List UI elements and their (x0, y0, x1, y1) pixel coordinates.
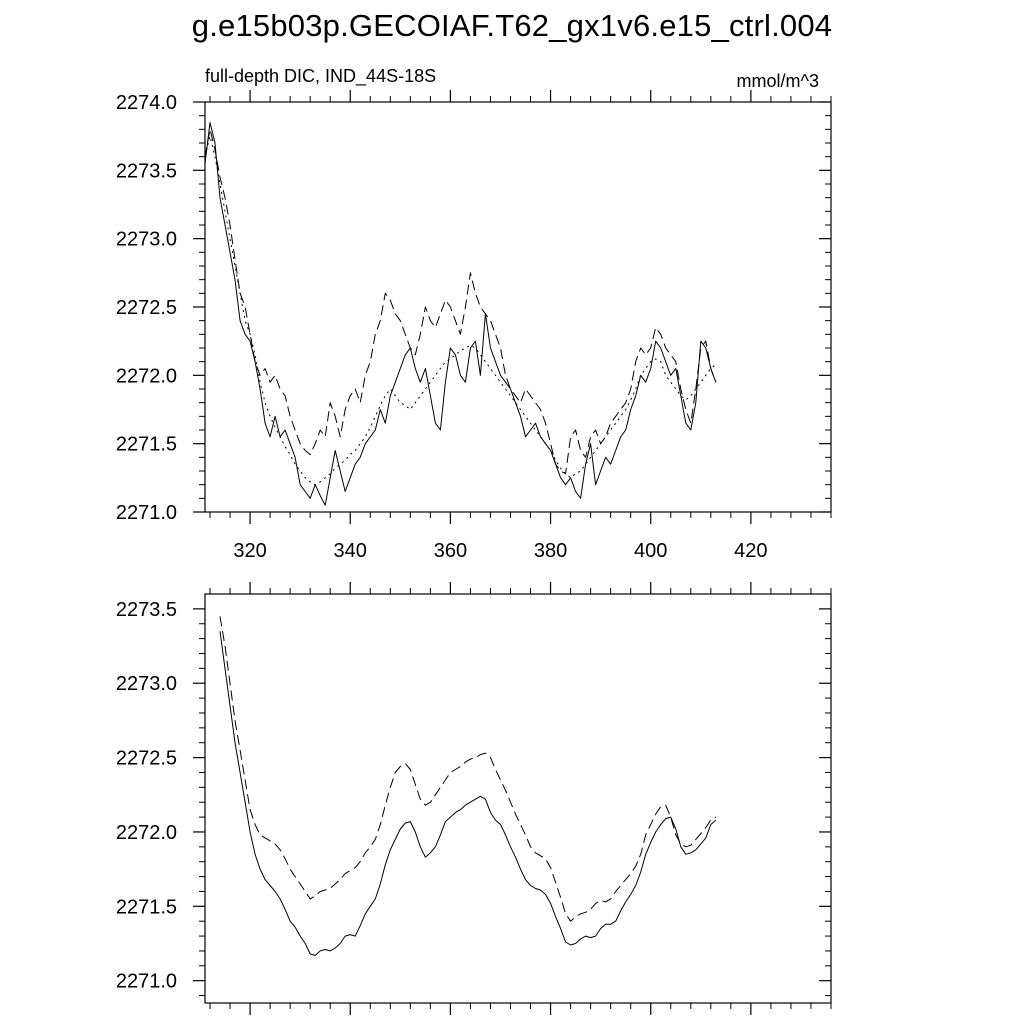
y-tick-label: 2271.0 (116, 971, 177, 993)
series-line-dashed (219, 616, 717, 922)
series-line-dashed (204, 128, 717, 475)
x-tick-label: 420 (734, 540, 767, 562)
page-title: g.e15b03p.GECOIAF.T62_gx1v6.e15_ctrl.004 (191, 8, 833, 43)
y-tick-label: 2272.0 (116, 822, 177, 844)
plot-panel-1: 2271.0 2271.5 2272.0 2272.5 2273.0 2273.5 2274… (116, 66, 832, 562)
subtitle-left: full-depth DIC, IND_44S-18S (205, 66, 436, 87)
y-tick-label: 2272.5 (116, 297, 177, 319)
y-tick-label: 2273.5 (116, 160, 177, 182)
series-line-solid (204, 122, 717, 506)
subtitle-right: mmol/m^3 (737, 71, 819, 91)
plot-panel-2: 2271.0 2271.5 2272.0 2272.5 2273.0 2273.5 (116, 582, 832, 1015)
plot-frame (204, 593, 832, 1004)
x-tick-label: 340 (334, 540, 367, 562)
y-tick-label: 2272.5 (116, 748, 177, 770)
x-tick-label: 380 (534, 540, 567, 562)
series-line-dashdot (204, 135, 717, 486)
y-tick-label: 2271.5 (116, 896, 177, 918)
y-tick-label: 2271.0 (116, 502, 177, 524)
y-tick-label: 2273.0 (116, 229, 177, 251)
x-tick-label: 360 (434, 540, 467, 562)
y-tick-label: 2273.5 (116, 599, 177, 621)
y-tick-label: 2273.0 (116, 673, 177, 695)
y-tick-label: 2271.5 (116, 434, 177, 456)
series-line-solid (219, 631, 717, 956)
y-tick-label: 2274.0 (116, 92, 177, 114)
x-tick-label: 320 (233, 540, 266, 562)
plot-frame (204, 101, 832, 513)
x-tick-label: 400 (634, 540, 667, 562)
y-tick-label: 2272.0 (116, 365, 177, 387)
